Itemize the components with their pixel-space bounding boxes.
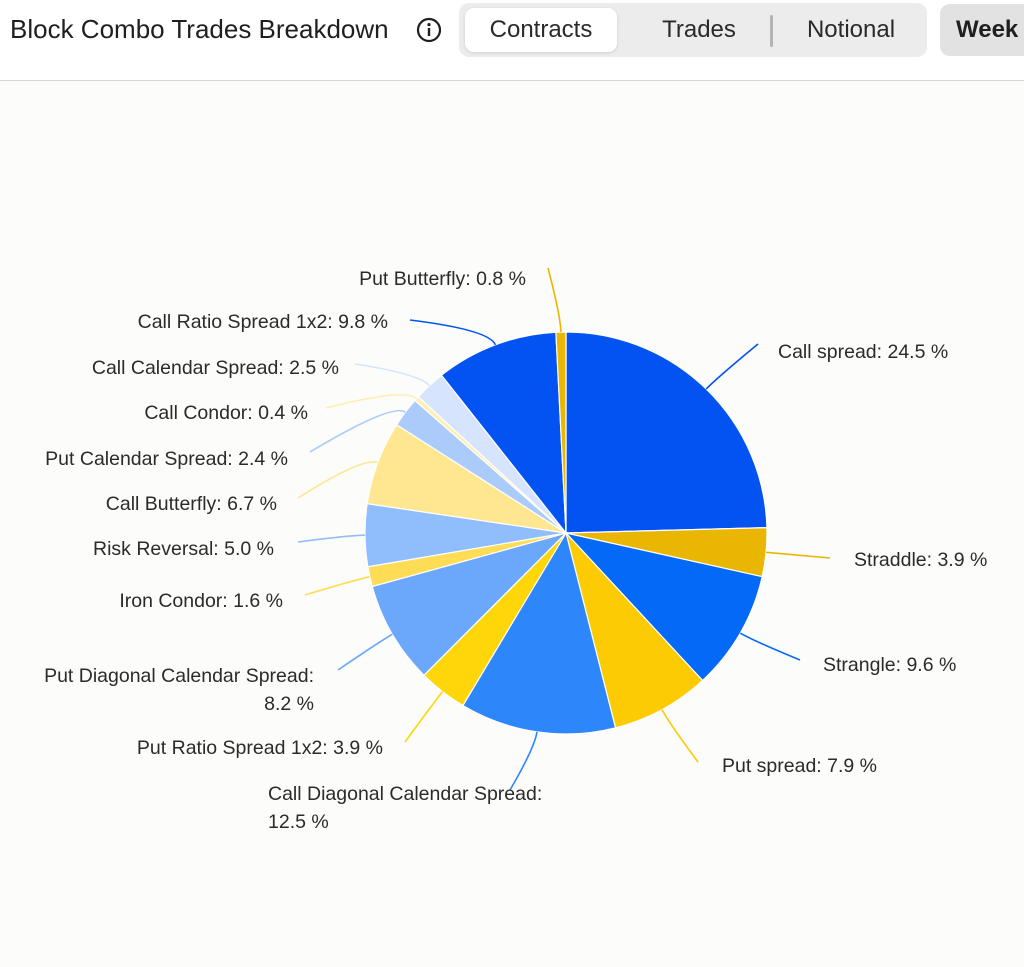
- pie-slice-put-diagonal-calendar-spread[interactable]: [371, 531, 569, 677]
- connector-call-ratio-spread-1x2: [409, 319, 497, 346]
- slice-label-call-spread: Call spread: 24.5 %: [778, 341, 948, 363]
- connector-risk-reversal: [297, 534, 366, 543]
- slice-label-call-ratio-spread-1x2: Call Ratio Spread 1x2: 9.8 %: [138, 311, 388, 333]
- chart-title: Block Combo Trades Breakdown: [10, 14, 389, 44]
- pie-slice-put-spread[interactable]: [565, 532, 704, 729]
- slice-label-put-ratio-spread-1x2: Put Ratio Spread 1x2: 3.9 %: [137, 737, 383, 759]
- chart-header: Block Combo Trades Breakdown Contracts T…: [0, 0, 1024, 81]
- connector-call-spread: [705, 343, 759, 390]
- week-button[interactable]: Week: [940, 4, 1024, 56]
- connector-call-calendar-spread: [354, 363, 431, 387]
- slice-label-call-condor: Call Condor: 0.4 %: [144, 402, 308, 424]
- slice-label-strangle: Strangle: 9.6 %: [823, 654, 956, 676]
- slice-label-call-diagonal-calendar-spread: Call Diagonal Calendar Spread: 12.5 %: [268, 783, 542, 833]
- pie-slice-strangle[interactable]: [564, 531, 763, 682]
- pie-chart: Call spread: 24.5 % Straddle: 3.9 % Strang…: [44, 267, 987, 833]
- connector-put-ratio-spread-1x2: [404, 691, 444, 743]
- label-connectors: [297, 267, 831, 791]
- connector-strangle: [739, 632, 801, 661]
- connector-straddle: [765, 551, 831, 559]
- pie-slice-call-diagonal-calendar-spread[interactable]: [462, 531, 617, 735]
- slice-label-put-diagonal-calendar-spread: Put Diagonal Calendar Spread: 8.2 %: [44, 665, 314, 715]
- slice-label-straddle: Straddle: 3.9 %: [854, 549, 987, 571]
- connector-iron-condor: [304, 575, 370, 596]
- connector-put-spread: [661, 709, 699, 763]
- tab-divider: [770, 15, 773, 47]
- slice-label-call-calendar-spread: Call Calendar Spread: 2.5 %: [92, 357, 339, 379]
- tab-notional[interactable]: Notional: [806, 16, 896, 43]
- slice-label-call-butterfly: Call Butterfly: 6.7 %: [106, 493, 277, 515]
- connector-call-butterfly: [297, 461, 378, 499]
- pie-slice-call-spread[interactable]: [565, 331, 768, 534]
- connector-call-diagonal-calendar-spread: [509, 731, 538, 791]
- slice-label-iron-condor: Iron Condor: 1.6 %: [119, 590, 283, 612]
- connector-put-calendar-spread: [309, 409, 406, 453]
- slice-label-put-spread: Put spread: 7.9 %: [722, 755, 877, 777]
- pie-slice-call-ratio-spread-1x2[interactable]: [440, 331, 567, 535]
- connector-call-condor: [325, 394, 418, 409]
- slice-label-risk-reversal: Risk Reversal: 5.0 %: [93, 538, 274, 560]
- connector-put-butterfly: [547, 267, 562, 333]
- info-icon[interactable]: [416, 17, 442, 43]
- tab-trades[interactable]: Trades: [662, 16, 736, 43]
- pie-slices: [364, 331, 768, 735]
- connector-put-diagonal-calendar-spread: [337, 633, 393, 671]
- slice-label-put-calendar-spread: Put Calendar Spread: 2.4 %: [45, 448, 288, 470]
- tab-contracts[interactable]: Contracts: [465, 8, 617, 52]
- metric-toggle: Contracts Trades Notional: [459, 3, 927, 57]
- slice-labels: Call spread: 24.5 % Straddle: 3.9 % Strang…: [44, 268, 987, 833]
- slice-label-put-butterfly: Put Butterfly: 0.8 %: [359, 268, 526, 290]
